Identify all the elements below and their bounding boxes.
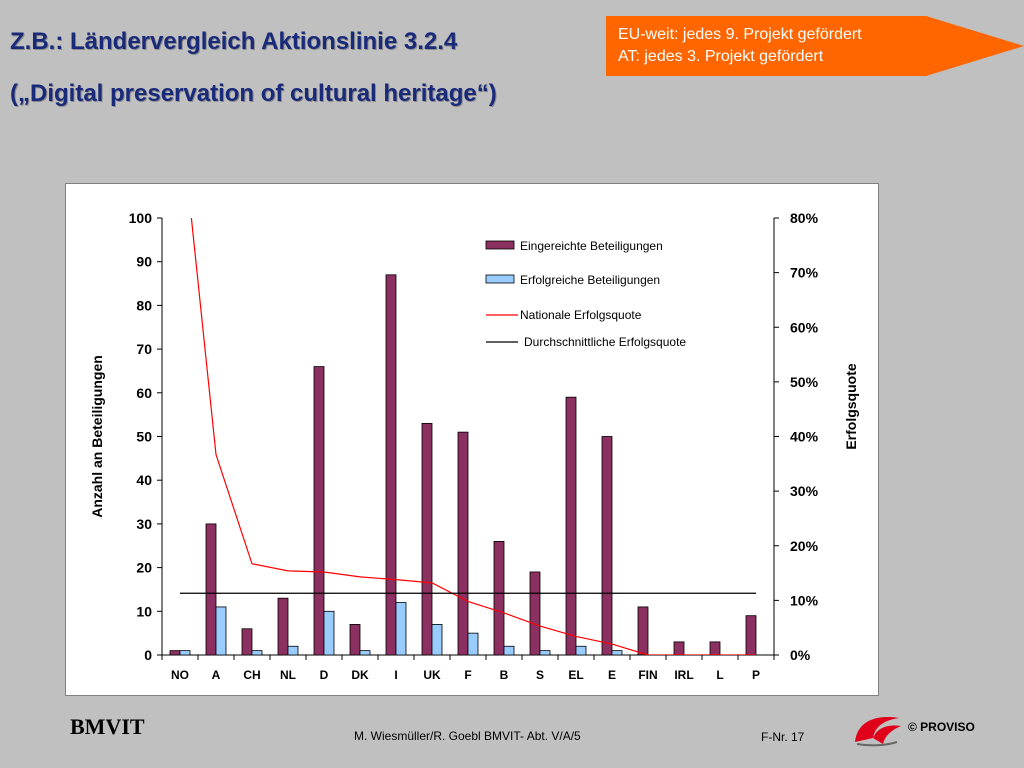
copyright-proviso: © PROVISO xyxy=(908,720,975,734)
right-axis-tick-label: 70% xyxy=(790,265,819,281)
bar-erfolgreich xyxy=(251,650,263,656)
bar-erfolgreich xyxy=(323,610,335,656)
left-axis-tick-label: 60 xyxy=(136,385,152,401)
left-axis-tick-label: 50 xyxy=(136,429,152,445)
left-axis-tick-label: 30 xyxy=(136,516,152,532)
bar-eingereicht xyxy=(169,650,181,656)
bar-eingereicht xyxy=(565,396,577,656)
x-axis-category-label: L xyxy=(716,668,723,682)
x-axis-category-label: CH xyxy=(243,668,260,682)
right-axis-tick-label: 0% xyxy=(790,647,811,663)
bmvit-logo: BMVIT xyxy=(70,714,145,739)
callout-text-line1: EU-weit: jedes 9. Projekt gefördert xyxy=(618,26,862,43)
bar-erfolgreich xyxy=(503,645,515,656)
slide-title-line1: Z.B.: Ländervergleich Aktionslinie 3.2.4 xyxy=(10,28,458,55)
bar-eingereicht xyxy=(601,436,613,656)
right-axis-tick-label: 20% xyxy=(790,538,819,554)
bar-eingereicht xyxy=(421,422,433,656)
x-axis-category-label: F xyxy=(464,668,471,682)
right-axis-tick-label: 60% xyxy=(790,319,819,335)
bar-erfolgreich xyxy=(539,650,551,656)
bar-eingereicht xyxy=(745,615,757,656)
left-axis-tick-label: 100 xyxy=(129,210,153,226)
bar-eingereicht xyxy=(349,624,361,656)
bar-erfolgreich xyxy=(359,650,371,656)
callout-arrow-shape xyxy=(606,16,1024,76)
left-axis-tick-label: 90 xyxy=(136,254,152,270)
bar-eingereicht xyxy=(277,597,289,656)
x-axis-category-label: NO xyxy=(171,668,189,682)
left-axis-tick-label: 80 xyxy=(136,297,152,313)
x-axis-category-label: IRL xyxy=(674,668,693,682)
x-axis-category-label: NL xyxy=(280,668,296,682)
bar-eingereicht xyxy=(313,366,325,656)
right-axis-tick-label: 10% xyxy=(790,592,819,608)
legend-swatch xyxy=(485,274,515,284)
bar-eingereicht xyxy=(385,274,397,656)
footer-author: M. Wiesmüller/R. Goebl BMVIT- Abt. V/A/5 xyxy=(354,729,581,743)
slide-title-line2: („Digital preservation of cultural herit… xyxy=(10,80,497,107)
y-left-axis-title: Anzahl an Beteiligungen xyxy=(89,355,105,518)
legend-label: Nationale Erfolgsquote xyxy=(520,308,642,322)
chart-svg: 0 10 20 30 40 50 60 70 80 90 100 0% 10% 20% 30% 40% 50% 6… xyxy=(89,210,859,682)
legend-swatch xyxy=(485,240,515,250)
legend-label: Durchschnittliche Erfolgsquote xyxy=(524,335,686,349)
x-axis-category-label: P xyxy=(752,668,760,682)
x-axis-category-label: D xyxy=(320,668,329,682)
bar-erfolgreich xyxy=(179,650,191,656)
x-axis-category-label: FIN xyxy=(638,668,657,682)
right-axis-tick-label: 50% xyxy=(790,374,819,390)
legend-label: Eingereichte Beteiligungen xyxy=(520,239,663,253)
left-axis-tick-label: 40 xyxy=(136,472,152,488)
x-axis-category-label: I xyxy=(394,668,397,682)
x-axis-category-label: EL xyxy=(568,668,583,682)
left-axis-tick-label: 0 xyxy=(144,647,152,663)
bar-eingereicht xyxy=(673,641,685,656)
x-axis-category-label: B xyxy=(500,668,509,682)
callout-text-line2: AT: jedes 3. Projekt gefördert xyxy=(618,48,824,65)
footer-page-number: F-Nr. 17 xyxy=(761,730,805,744)
bar-eingereicht xyxy=(637,606,649,656)
x-axis-category-label: A xyxy=(212,668,221,682)
y-right-axis-title: Erfolgsquote xyxy=(843,363,859,450)
x-axis-category-label: S xyxy=(536,668,544,682)
proviso-logo-icon xyxy=(855,717,901,747)
x-axis-category-label: UK xyxy=(423,668,441,682)
left-axis-tick-label: 70 xyxy=(136,341,152,357)
bar-erfolgreich xyxy=(575,645,587,656)
bar-erfolgreich xyxy=(611,650,623,656)
bar-eingereicht xyxy=(529,571,541,656)
bar-eingereicht xyxy=(241,628,253,656)
left-axis-tick-label: 20 xyxy=(136,560,152,576)
callout-arrow: EU-weit: jedes 9. Projekt gefördert AT: … xyxy=(606,14,1024,78)
bar-erfolgreich xyxy=(467,632,479,656)
x-axis-category-label: E xyxy=(608,668,616,682)
right-axis-tick-label: 40% xyxy=(790,429,819,445)
bar-erfolgreich xyxy=(287,645,299,656)
x-axis-category-label: DK xyxy=(351,668,369,682)
legend-label: Erfolgreiche Beteiligungen xyxy=(520,273,660,287)
bar-erfolgreich xyxy=(395,602,407,656)
bar-eingereicht xyxy=(205,523,217,656)
left-axis-tick-label: 10 xyxy=(136,603,152,619)
bar-erfolgreich xyxy=(431,624,443,656)
bar-erfolgreich xyxy=(215,606,227,656)
right-axis-tick-label: 80% xyxy=(790,210,819,226)
line-nationale-erfolgsquote xyxy=(190,218,756,655)
bar-eingereicht xyxy=(457,431,469,656)
bar-eingereicht xyxy=(493,540,505,656)
bar-eingereicht xyxy=(709,641,721,656)
chart-area: 0 10 20 30 40 50 60 70 80 90 100 0% 10% 20% 30% 40% 50% 6… xyxy=(65,183,879,696)
right-axis-tick-label: 30% xyxy=(790,483,819,499)
